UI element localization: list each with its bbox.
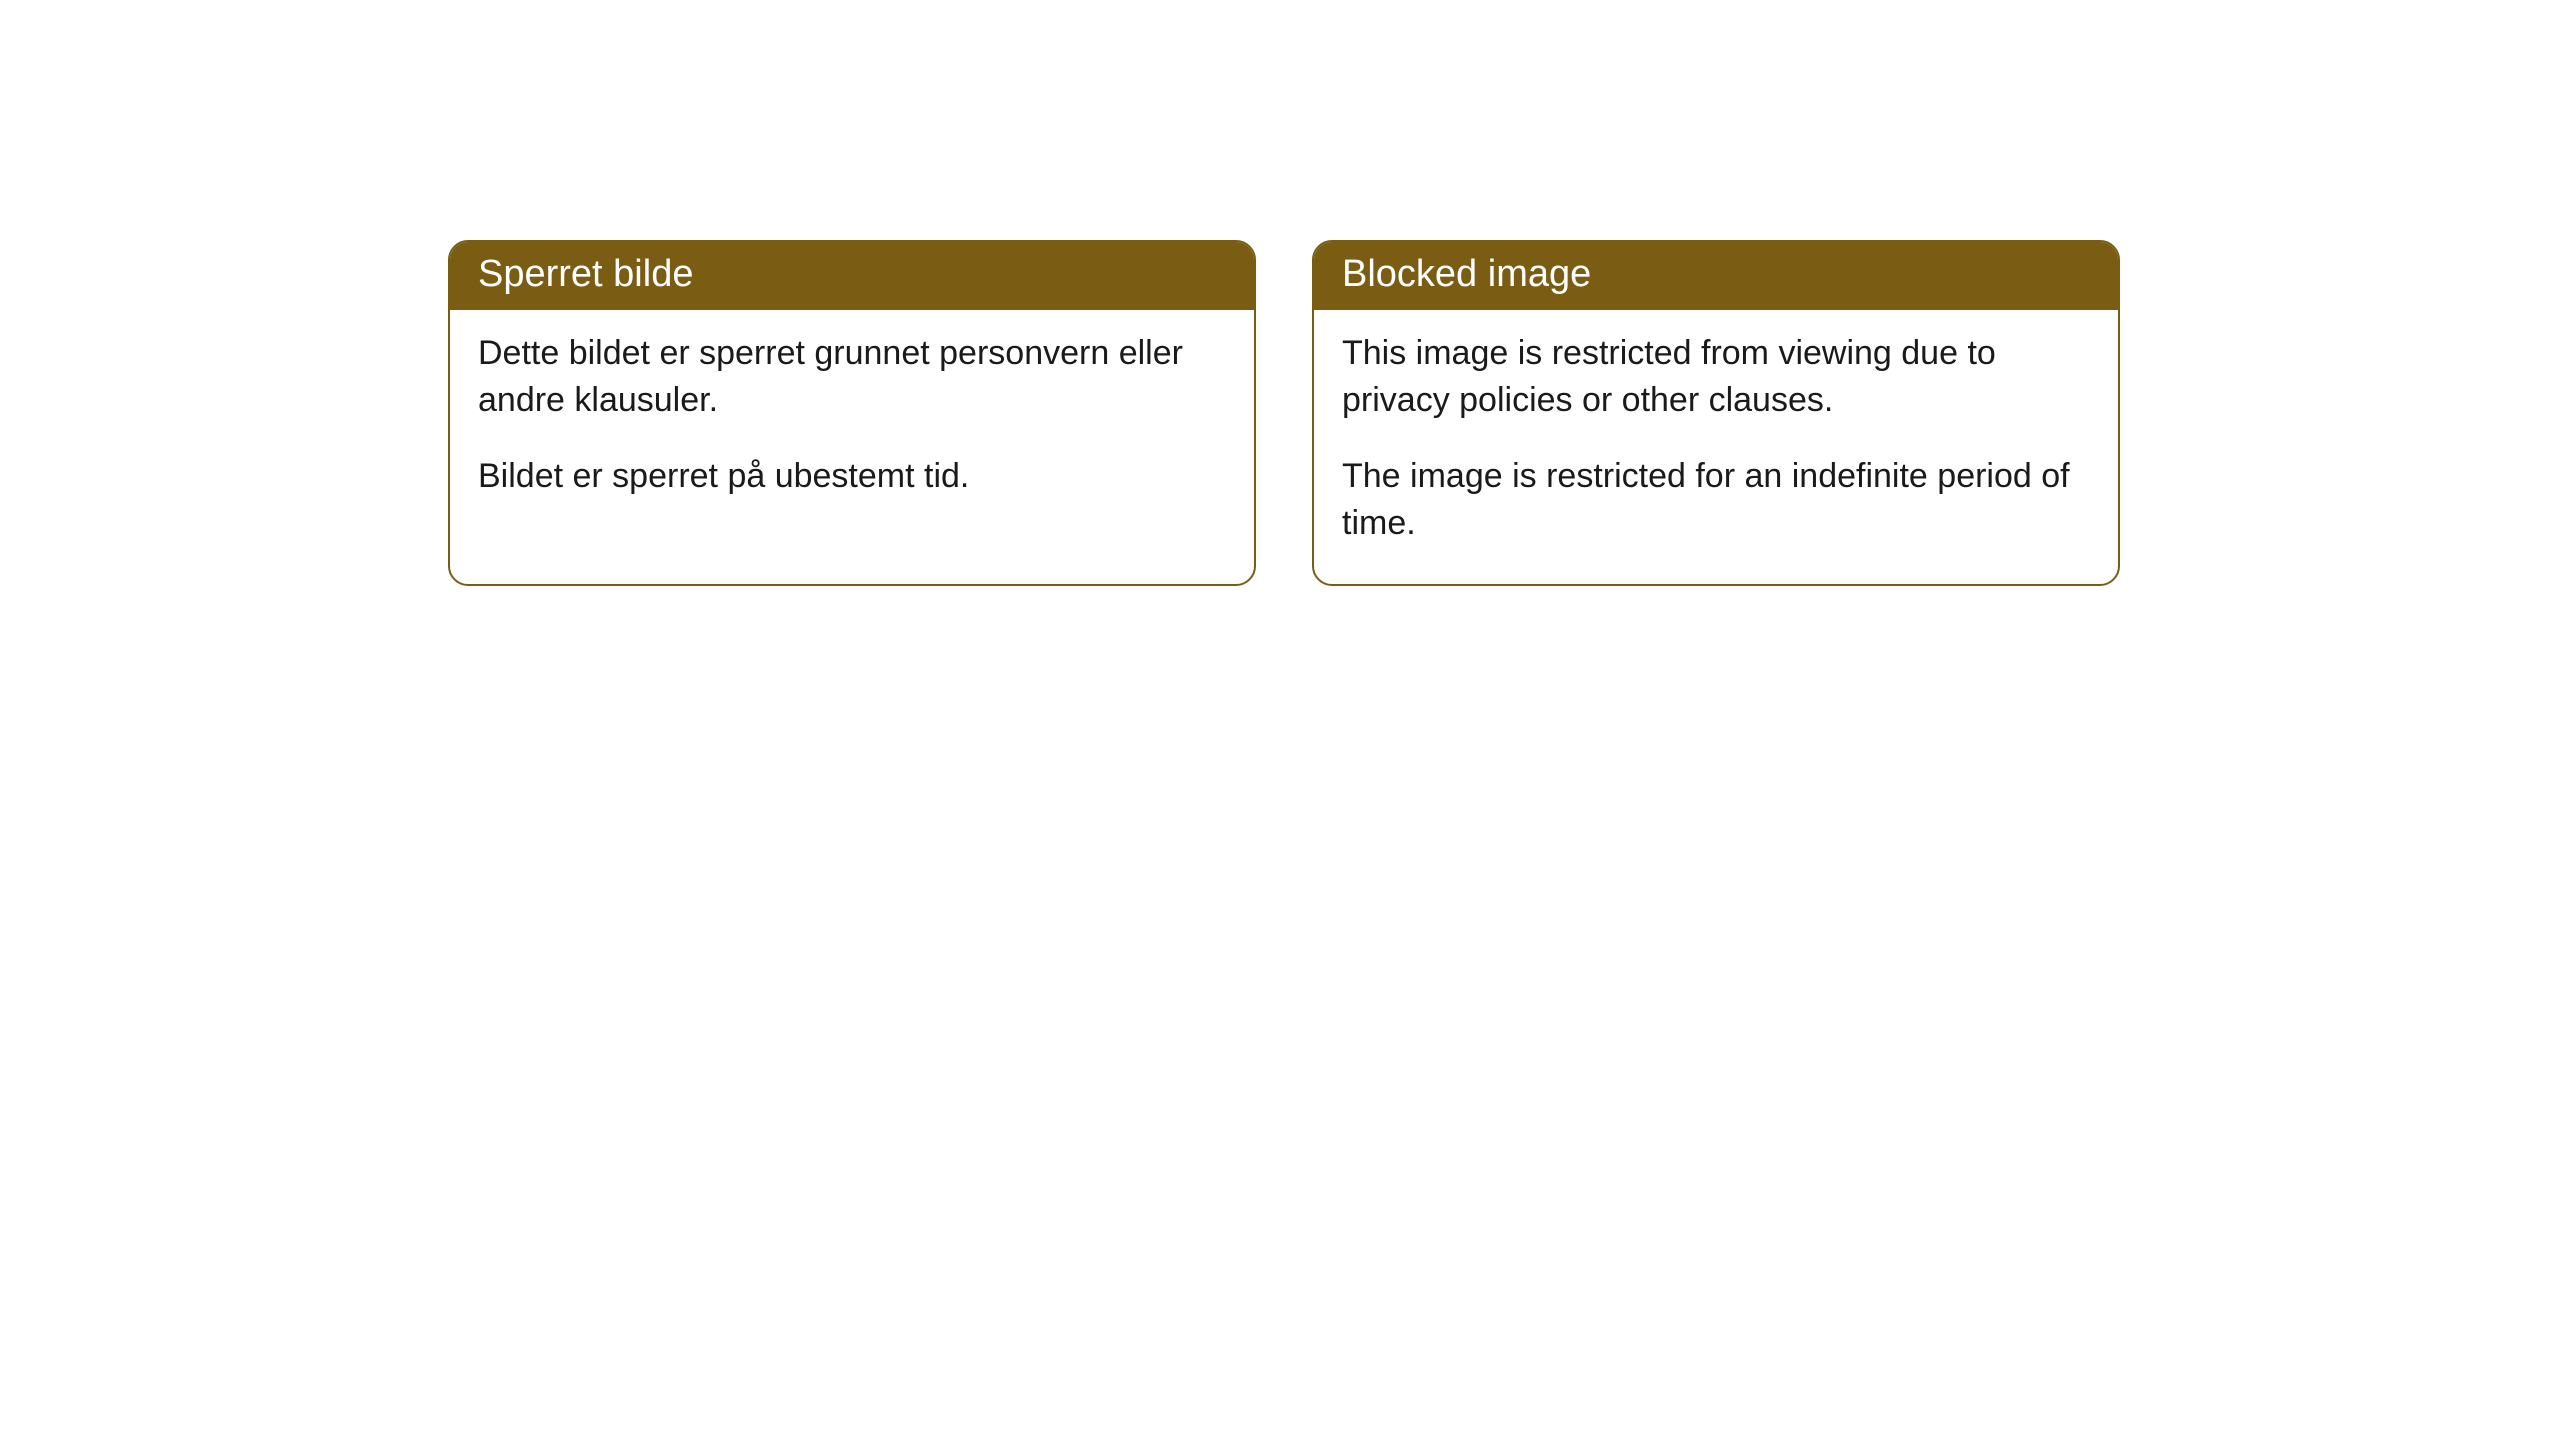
card-header: Blocked image xyxy=(1314,242,2118,310)
blocked-image-card-norwegian: Sperret bilde Dette bildet er sperret gr… xyxy=(448,240,1256,586)
card-paragraph-2: Bildet er sperret på ubestemt tid. xyxy=(478,453,1226,501)
card-body: Dette bildet er sperret grunnet personve… xyxy=(450,310,1254,537)
card-header: Sperret bilde xyxy=(450,242,1254,310)
card-paragraph-2: The image is restricted for an indefinit… xyxy=(1342,453,2090,548)
card-paragraph-1: Dette bildet er sperret grunnet personve… xyxy=(478,330,1226,425)
card-body: This image is restricted from viewing du… xyxy=(1314,310,2118,584)
blocked-image-card-english: Blocked image This image is restricted f… xyxy=(1312,240,2120,586)
cards-container: Sperret bilde Dette bildet er sperret gr… xyxy=(0,0,2560,586)
card-paragraph-1: This image is restricted from viewing du… xyxy=(1342,330,2090,425)
